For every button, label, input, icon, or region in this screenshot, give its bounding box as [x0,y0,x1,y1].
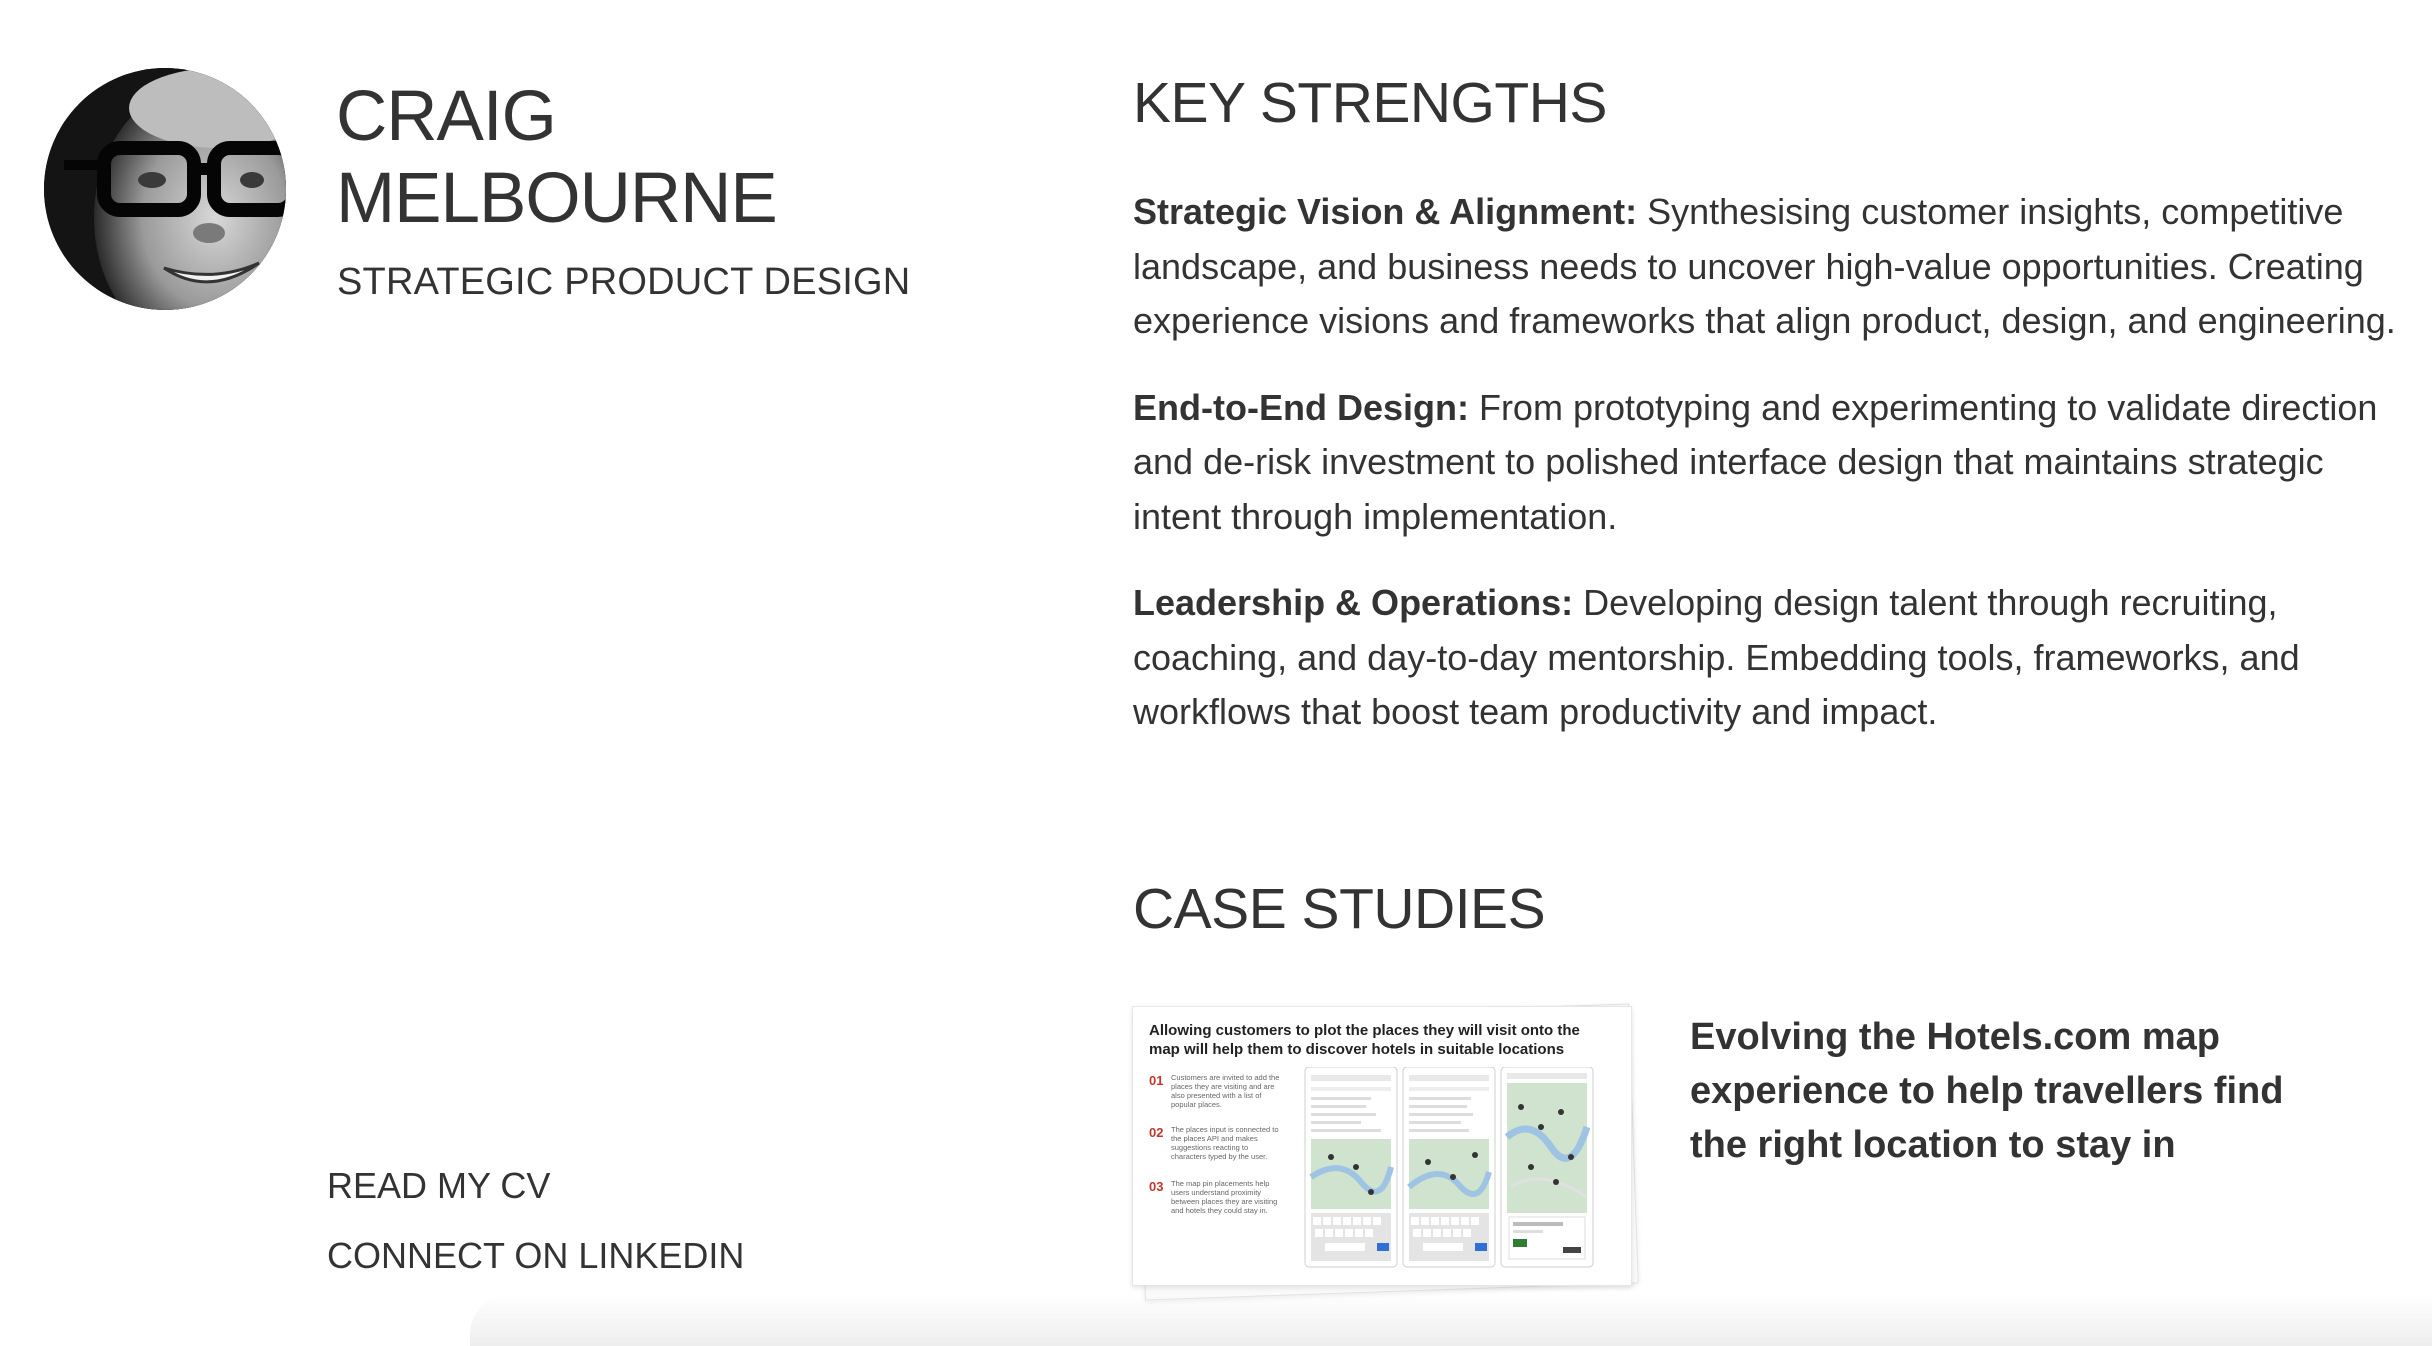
strengths-list: Strategic Vision & Alignment: Synthesisi… [1133,185,2403,772]
thumbnail-paper: Allowing customers to plot the places th… [1132,1006,1632,1286]
bottom-fade-bar [470,1294,2432,1346]
portrait-image [44,68,286,310]
key-strengths-heading: KEY STRENGTHS [1133,71,1607,135]
step-text: The places input is connected to the pla… [1171,1125,1279,1161]
step-number: 02 [1149,1125,1164,1140]
step-text: Customers are invited to add the places … [1171,1073,1280,1109]
phone-mockups-image [1304,1067,1594,1268]
avatar [44,68,286,310]
strength-text: From prototyping and experimenting to va… [1133,386,2378,537]
thumbnail-title: Allowing customers to plot the places th… [1149,1022,1580,1058]
case-studies-heading: CASE STUDIES [1133,877,1546,941]
case-study-caption[interactable]: Evolving the Hotels.com map experience t… [1690,1016,2284,1166]
strength-title: Leadership & Operations: [1133,582,1574,623]
strength-title: Strategic Vision & Alignment: [1133,191,1638,232]
strength-title: End-to-End Design: [1133,386,1469,428]
case-study-thumbnail[interactable]: Allowing customers to plot the places th… [1132,1003,1642,1301]
strength-text: Synthesising customer insights, competit… [1133,191,2396,341]
step-text: The map pin placements help users unders… [1171,1179,1278,1215]
strength-item: Strategic Vision & Alignment: Synthesisi… [1133,185,2403,349]
profile-name: CRAIG MELBOURNE [336,77,778,238]
strength-item: End-to-End Design: From prototyping and … [1133,381,2403,545]
read-cv-link[interactable]: READ MY CV [327,1165,551,1206]
linkedin-link[interactable]: CONNECT ON LINKEDIN [327,1235,745,1276]
step-number: 01 [1149,1073,1164,1088]
step-number: 03 [1149,1179,1164,1194]
profile-subtitle: STRATEGIC PRODUCT DESIGN [337,261,911,303]
strength-text: Developing design talent through recruit… [1133,582,2300,732]
strength-item: Leadership & Operations: Developing desi… [1133,576,2403,740]
